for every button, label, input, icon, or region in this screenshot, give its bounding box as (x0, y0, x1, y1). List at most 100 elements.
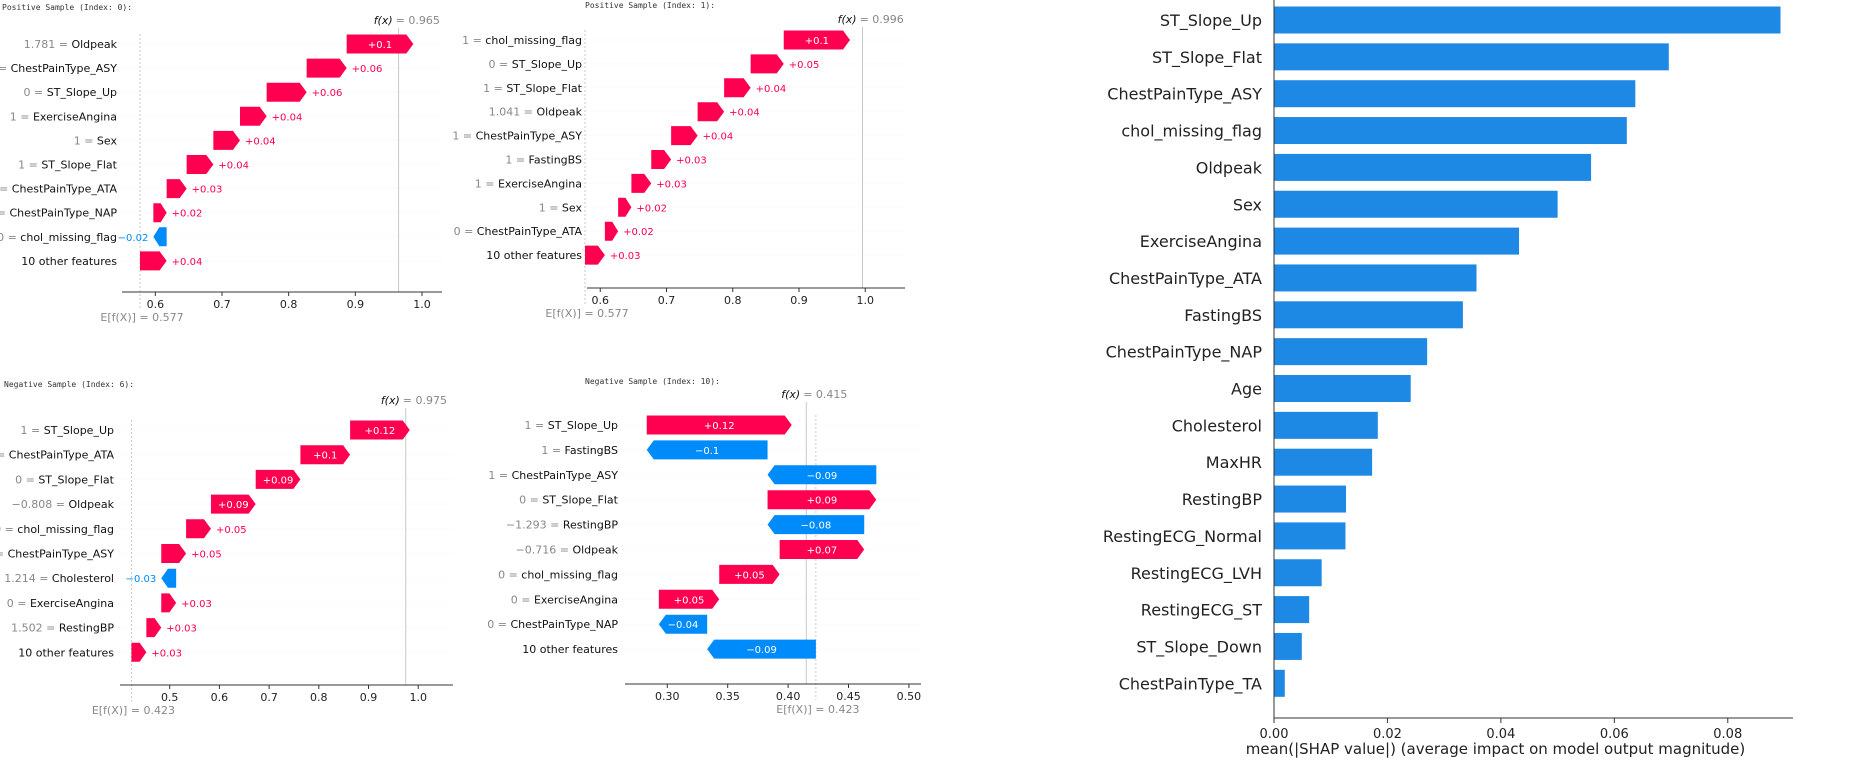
feature-name: ST_Slope_Flat (506, 82, 582, 95)
feature-name: ChestPainType_ASY (11, 62, 118, 75)
importance-feature-label: RestingBP (1182, 490, 1263, 509)
importance-bar (1274, 190, 1558, 218)
contribution-label: +0.02 (623, 227, 654, 238)
feature-value: 0 = (0, 548, 8, 561)
feature-name: Sex (97, 134, 118, 147)
positive-contribution-bar (719, 564, 780, 584)
feature-row-label: 1 = ST_Slope_Flat (18, 159, 118, 172)
feature-row-label: 1.214 = Cholesterol (4, 572, 114, 585)
importance-bar (1274, 596, 1310, 624)
feature-name: ChestPainType_ASY (476, 130, 583, 143)
feature-row-label: 0 = chol_missing_flag (0, 231, 117, 244)
contribution-label: +0.04 (172, 257, 203, 268)
feature-value: 0 = (0, 183, 12, 196)
negative-contribution-bar (767, 465, 877, 485)
contribution-label: +0.1 (805, 36, 829, 47)
feature-name: FastingBS (565, 444, 618, 457)
feature-row-label: 0 = chol_missing_flag (498, 568, 618, 581)
importance-feature-label: chol_missing_flag (1121, 122, 1262, 142)
feature-name: RestingBP (563, 519, 619, 532)
positive-contribution-bar (631, 173, 652, 193)
panel-title: Positive Sample (Index: 0): (2, 3, 132, 12)
feature-row-label: 1 = FastingBS (541, 444, 618, 457)
importance-bar (1274, 632, 1302, 660)
x-tick-label: 0.06 (1600, 727, 1629, 742)
importance-bar (1274, 375, 1411, 402)
feature-row-label: 1.041 = Oldpeak (489, 106, 583, 119)
feature-importance-bar-chart: ST_Slope_Up ST_Slope_Flat ChestPainType_AS… (1103, 0, 1793, 758)
importance-bar (1274, 80, 1636, 108)
feature-value: 0 = (0, 523, 17, 536)
feature-name: 10 other features (486, 249, 582, 262)
feature-value: 1 = (539, 201, 562, 214)
negative-contribution-bar (161, 568, 177, 588)
importance-feature-label: Cholesterol (1172, 416, 1262, 435)
feature-row-label: 1.781 = Oldpeak (24, 38, 118, 51)
feature-name: ChestPainType_ATA (9, 449, 115, 462)
contribution-label: +0.05 (216, 525, 247, 536)
feature-row-label: 1 = FastingBS (505, 154, 582, 167)
importance-feature-label: RestingECG_Normal (1103, 527, 1262, 547)
feature-row-label: 0 = ST_Slope_Flat (519, 494, 619, 507)
feature-row-label: 0 = ChestPainType_ATA (454, 225, 583, 238)
x-tick-label: 0.9 (360, 691, 378, 704)
feature-value: 0 = (24, 86, 47, 99)
feature-value: 1 = (483, 82, 506, 95)
fx-label: f(x) (838, 13, 857, 26)
feature-row-label: 1 = ChestPainType_ASY (488, 469, 618, 482)
fx-label: f(x) (374, 14, 393, 27)
positive-contribution-bar (186, 519, 211, 539)
feature-value: 1 = (475, 177, 498, 190)
positive-contribution-bar (166, 179, 187, 199)
x-tick-label: 0.6 (211, 691, 229, 704)
feature-row-label: 0 = ExerciseAngina (7, 597, 114, 610)
x-tick-label: 1.0 (409, 691, 427, 704)
positive-contribution-bar (651, 150, 672, 169)
feature-name: Oldpeak (71, 38, 117, 51)
feature-value: 0 = (454, 225, 477, 238)
feature-value: 1 = (10, 110, 33, 123)
x-tick-label: 0.7 (260, 691, 278, 704)
positive-contribution-bar (161, 593, 177, 613)
feature-name: ExerciseAngina (534, 593, 618, 606)
importance-feature-label: ChestPainType_ATA (1109, 269, 1262, 289)
importance-bar (1274, 448, 1373, 476)
feature-name: ST_Slope_Up (44, 424, 114, 437)
importance-feature-label: ChestPainType_ASY (1107, 85, 1262, 105)
importance-feature-label: ST_Slope_Flat (1152, 48, 1262, 68)
contribution-label: +0.02 (636, 203, 667, 214)
feature-value: 0 = (487, 618, 510, 631)
feature-name: ST_Slope_Flat (38, 473, 114, 486)
contribution-label: +0.06 (312, 88, 343, 99)
importance-bar (1274, 6, 1781, 34)
importance-feature-label: ExerciseAngina (1140, 232, 1262, 251)
importance-bar (1274, 153, 1592, 181)
positive-contribution-bar (210, 494, 256, 514)
feature-row-label: 0 = ST_Slope_Up (489, 58, 582, 71)
positive-contribution-bar (346, 34, 414, 54)
feature-name: chol_missing_flag (17, 523, 114, 536)
contribution-label: +0.04 (756, 84, 787, 95)
feature-value: 1.781 = (24, 38, 72, 51)
importance-feature-label: Oldpeak (1196, 158, 1263, 177)
feature-row-label: 1 = ExerciseAngina (475, 177, 582, 190)
importance-feature-label: ST_Slope_Up (1160, 11, 1262, 31)
importance-feature-label: RestingECG_LVH (1131, 564, 1262, 584)
feature-name: 10 other features (18, 646, 114, 659)
x-tick-label: 0.04 (1486, 727, 1515, 742)
feature-row-label: 0 = chol_missing_flag (0, 523, 114, 536)
importance-feature-label: RestingECG_ST (1141, 601, 1262, 621)
feature-row-label: 0 = ExerciseAngina (511, 593, 618, 606)
panel-title: Positive Sample (Index: 1): (585, 1, 715, 10)
feature-name: ExerciseAngina (33, 110, 117, 123)
base-value-label: E[f(X)] = 0.577 (100, 311, 183, 324)
feature-name: ST_Slope_Up (512, 58, 582, 71)
feature-name: ST_Slope_Flat (41, 159, 117, 172)
feature-name: Oldpeak (572, 544, 618, 557)
x-tick-label: 0.02 (1373, 727, 1402, 742)
waterfall-chart-negative-index-6: Negative Sample (Index: 6): f(x) = 0.975 +0… (0, 380, 453, 717)
contribution-label: +0.03 (656, 179, 687, 190)
contribution-label: +0.03 (181, 599, 212, 610)
fx-value: = 0.996 (860, 13, 904, 26)
